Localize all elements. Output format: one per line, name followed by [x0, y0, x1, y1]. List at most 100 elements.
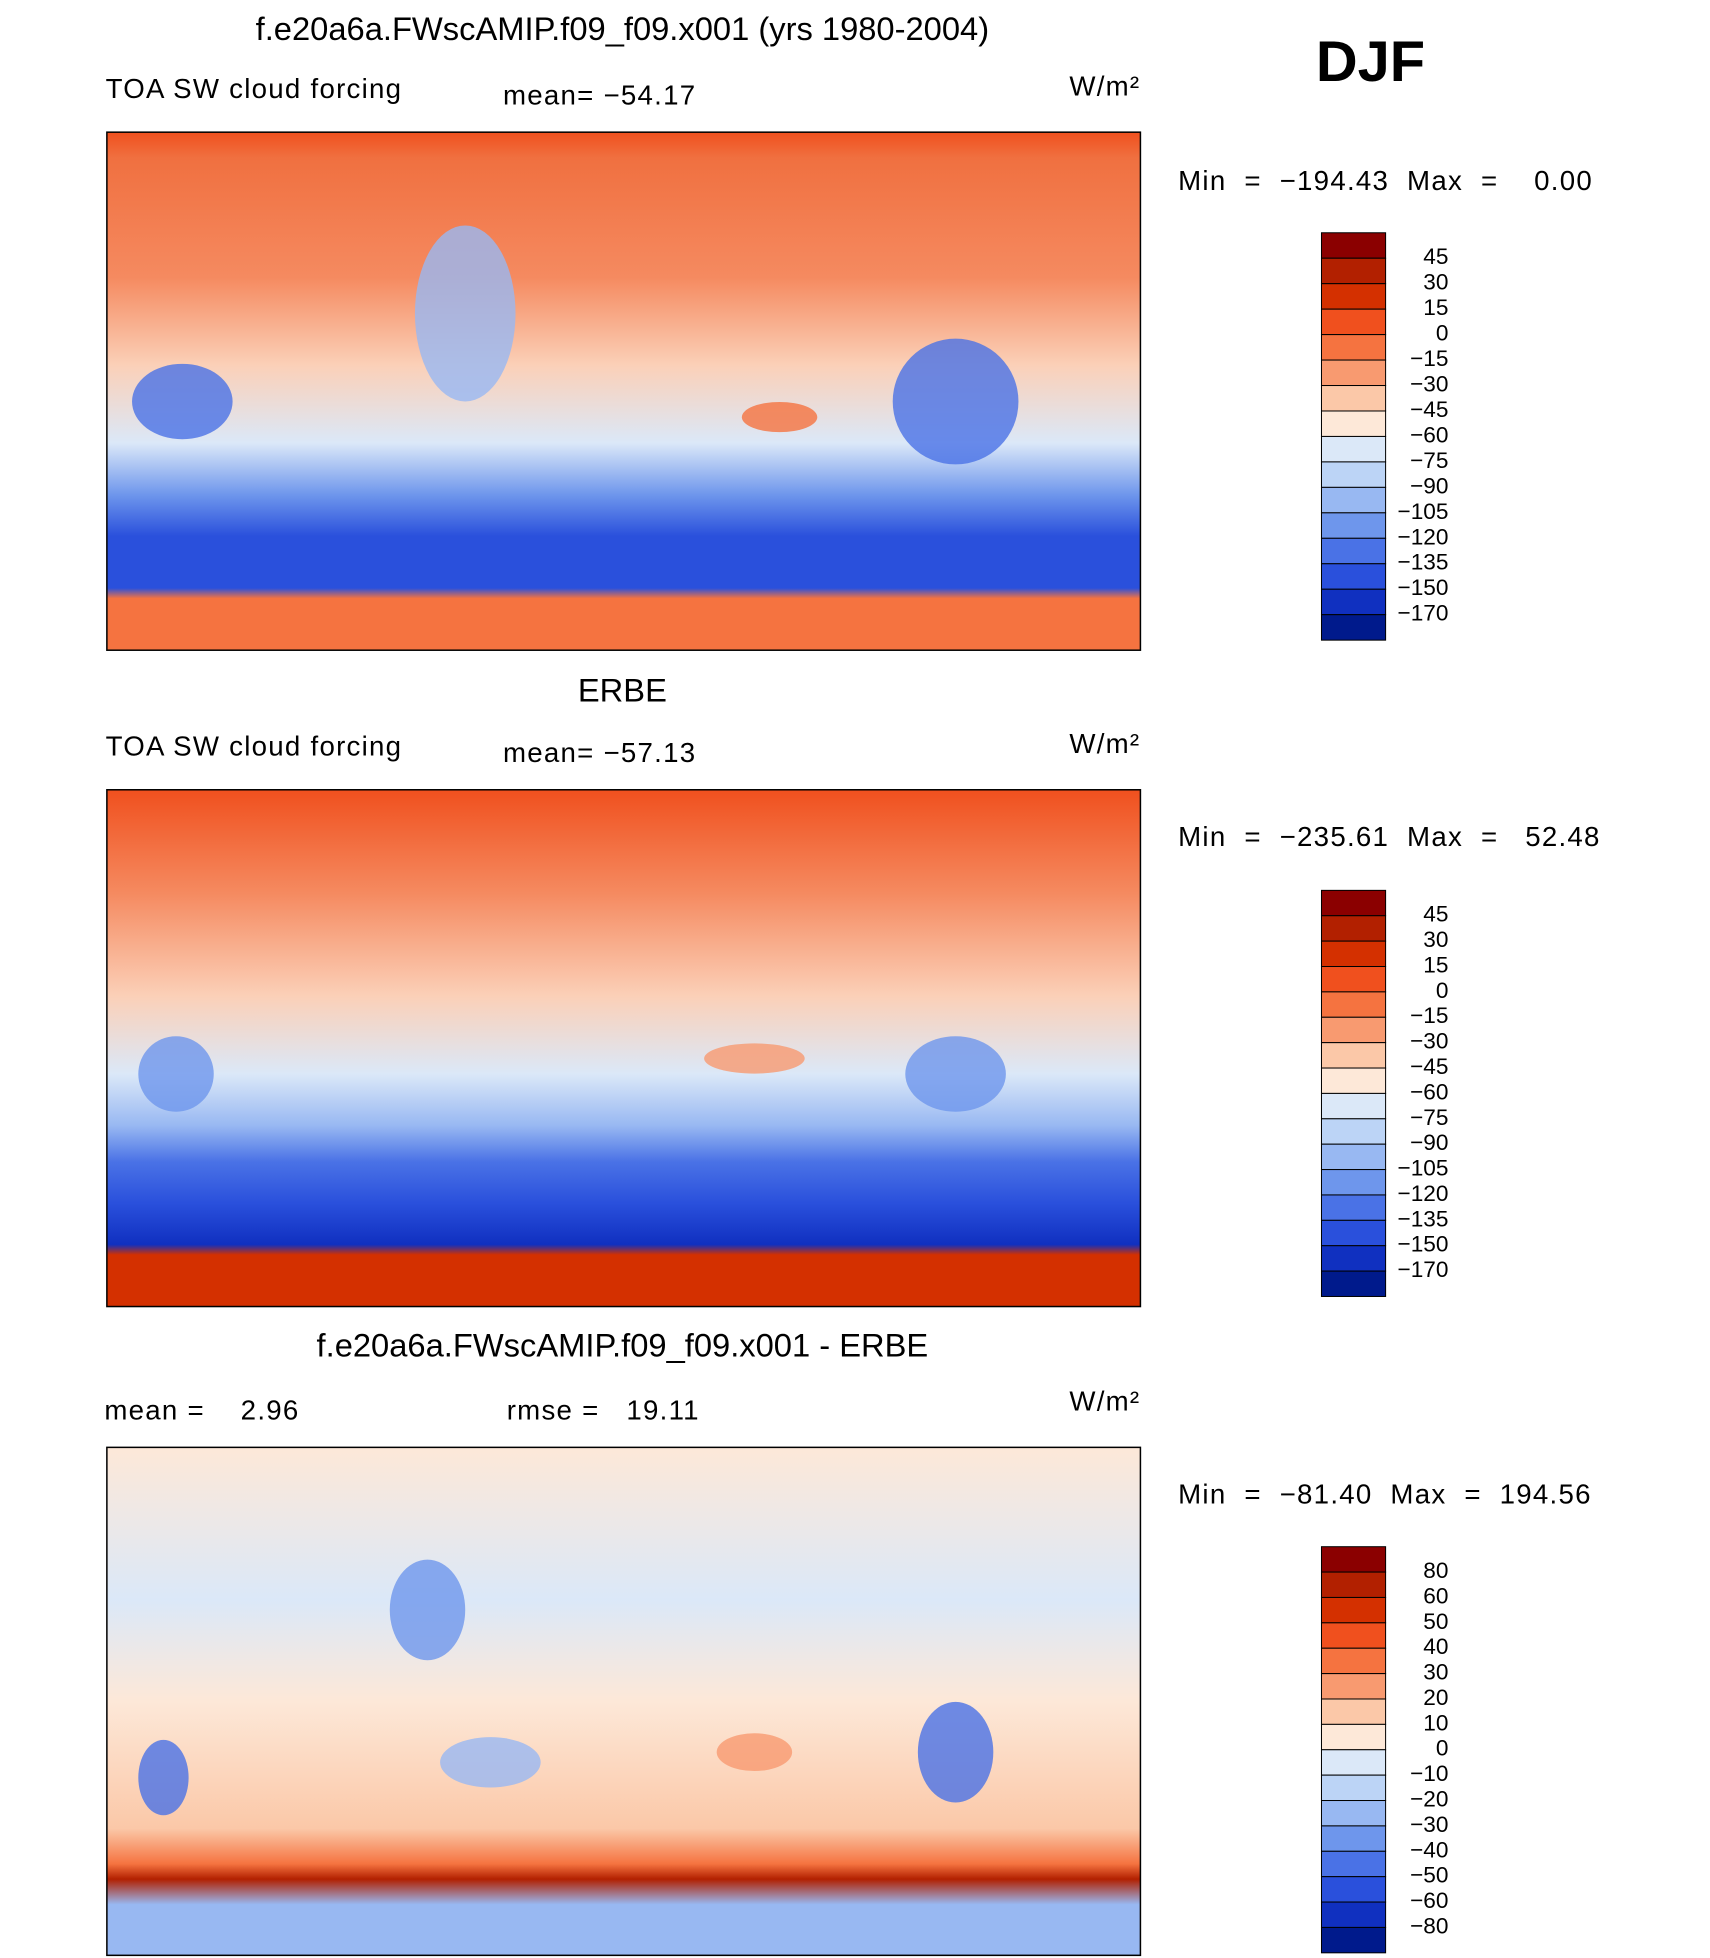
- colorbar-box: [1320, 512, 1387, 539]
- range-label: Min = −235.61 Max = 52.48: [1178, 821, 1601, 852]
- panel-title: f.e20a6a.FWscAMIP.f09_f09.x001 (yrs 1980…: [256, 10, 989, 47]
- colorbar-box: [1320, 1067, 1387, 1094]
- colorbar-label: −15: [1410, 346, 1448, 371]
- colorbar-label: −60: [1410, 1888, 1448, 1913]
- colorbar-box: [1320, 1270, 1387, 1297]
- map-feature: [389, 1559, 466, 1661]
- colorbar-box: [1320, 1042, 1387, 1069]
- colorbar-label: −150: [1398, 1232, 1449, 1257]
- colorbar-label: −75: [1410, 1105, 1448, 1130]
- colorbar-box: [1320, 359, 1387, 387]
- map-feature: [704, 1043, 805, 1074]
- range-label: Min = −194.43 Max = 0.00: [1178, 165, 1593, 196]
- panel-title: f.e20a6a.FWscAMIP.f09_f09.x001 - ERBE: [317, 1327, 929, 1364]
- colorbar-box: [1320, 1825, 1387, 1852]
- colorbar-box: [1320, 889, 1387, 917]
- colorbar-label: −30: [1410, 372, 1448, 397]
- colorbar-box: [1320, 1723, 1387, 1751]
- colorbar-label: 60: [1423, 1583, 1448, 1608]
- colorbar-label: −15: [1410, 1003, 1448, 1028]
- colorbar-box: [1320, 1194, 1387, 1221]
- colorbar-box: [1320, 1546, 1387, 1573]
- colorbar-label: −75: [1410, 448, 1448, 473]
- map-frame: [106, 1446, 1142, 1957]
- colorbar-box: [1320, 1876, 1387, 1903]
- colorbar-label: −170: [1398, 1257, 1449, 1282]
- map-feature: [132, 363, 233, 440]
- colorbar-label: −150: [1398, 575, 1449, 600]
- colorbar-label: −45: [1410, 397, 1448, 422]
- colorbar-label: 0: [1436, 321, 1449, 346]
- colorbar-box: [1320, 614, 1387, 641]
- colorbar-label: 15: [1423, 295, 1448, 320]
- colorbar-box: [1320, 486, 1387, 514]
- colorbar-label: −60: [1410, 422, 1448, 447]
- colorbar-label: −40: [1410, 1837, 1448, 1862]
- colorbar-label: 15: [1423, 952, 1448, 977]
- colorbar-box: [1320, 1622, 1387, 1649]
- colorbar-label: 10: [1423, 1710, 1448, 1735]
- colorbar-label: 20: [1423, 1685, 1448, 1710]
- colorbar-box: [1320, 1901, 1387, 1928]
- colorbar-box: [1320, 1596, 1387, 1624]
- colorbar-label: 45: [1423, 902, 1448, 927]
- map-feature: [138, 1739, 189, 1816]
- colorbar-box: [1320, 537, 1387, 565]
- colorbar-box: [1320, 232, 1387, 259]
- panel-title: ERBE: [578, 672, 667, 709]
- range-label: Min = −81.40 Max = 194.56: [1178, 1479, 1592, 1510]
- map-feature: [440, 1737, 541, 1788]
- colorbar-box: [1320, 588, 1387, 616]
- colorbar-box: [1320, 991, 1387, 1018]
- colorbar-label: 40: [1423, 1634, 1448, 1659]
- colorbar-box: [1320, 1118, 1387, 1145]
- colorbar-label: −10: [1410, 1761, 1448, 1786]
- units-label: W/m²: [1069, 1386, 1140, 1417]
- map-feature: [905, 1036, 1006, 1112]
- colorbar-label: −120: [1398, 524, 1449, 549]
- map-feature: [414, 225, 516, 402]
- colorbar-box: [1320, 1926, 1387, 1954]
- colorbar-label: −105: [1398, 499, 1449, 524]
- map-feature: [892, 338, 1019, 465]
- colorbar-box: [1320, 1749, 1387, 1776]
- colorbar-label: 50: [1423, 1609, 1448, 1634]
- units-label: W/m²: [1069, 70, 1140, 101]
- colorbar-label: −120: [1398, 1181, 1449, 1206]
- colorbar-box: [1320, 1143, 1387, 1171]
- map-frame: [106, 131, 1142, 651]
- stat-label: mean= −54.17: [503, 79, 696, 110]
- colorbar-label: −135: [1398, 1206, 1449, 1231]
- colorbar-label: −90: [1410, 1130, 1448, 1155]
- colorbar-label: −30: [1410, 1029, 1448, 1054]
- colorbar-label: 30: [1423, 270, 1448, 295]
- colorbar-box: [1320, 1571, 1387, 1598]
- colorbar-box: [1320, 1673, 1387, 1700]
- colorbar-label: −50: [1410, 1863, 1448, 1888]
- colorbar-label: 45: [1423, 244, 1448, 269]
- colorbar-label: 0: [1436, 1736, 1449, 1761]
- colorbar-box: [1320, 1169, 1387, 1196]
- units-label: W/m²: [1069, 728, 1140, 759]
- stat-label: mean= −57.13: [503, 737, 696, 768]
- colorbar-box: [1320, 1800, 1387, 1827]
- field-label: TOA SW cloud forcing: [106, 731, 403, 762]
- colorbar-box: [1320, 435, 1387, 463]
- colorbar-box: [1320, 1698, 1387, 1725]
- colorbar-box: [1320, 385, 1387, 412]
- colorbar-label: −90: [1410, 473, 1448, 498]
- map-frame: [106, 789, 1142, 1308]
- colorbar-label: 80: [1423, 1558, 1448, 1583]
- colorbar-box: [1320, 1092, 1387, 1120]
- colorbar-box: [1320, 1647, 1387, 1675]
- colorbar-label: 0: [1436, 978, 1449, 1003]
- colorbar-box: [1320, 1245, 1387, 1272]
- colorbar-label: −105: [1398, 1156, 1449, 1181]
- colorbar-box: [1320, 940, 1387, 968]
- map-feature: [741, 402, 818, 433]
- map: [106, 1447, 1141, 1956]
- colorbar-label: −135: [1398, 550, 1449, 575]
- rmse-label: rmse = 19.11: [507, 1394, 700, 1425]
- colorbar-box: [1320, 461, 1387, 488]
